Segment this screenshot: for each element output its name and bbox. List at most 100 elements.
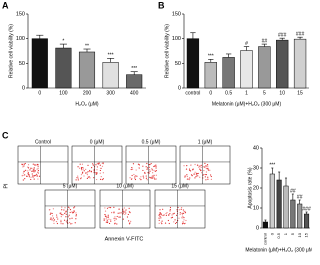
bar — [283, 185, 289, 229]
cell-dot — [87, 176, 89, 178]
cell-dot — [176, 214, 178, 216]
cell-dot — [118, 208, 120, 210]
cell-dot — [166, 212, 168, 214]
cell-dot — [83, 175, 85, 177]
cell-dot — [159, 211, 161, 214]
cell-dot — [151, 176, 153, 178]
cell-dot — [168, 222, 170, 225]
cell-dot — [186, 175, 188, 178]
cell-dot — [119, 216, 121, 218]
cell-dot — [101, 178, 103, 181]
cell-dot — [77, 166, 79, 168]
cell-dot — [77, 175, 79, 177]
significance: ## — [290, 188, 296, 194]
panel-label: B — [158, 0, 165, 10]
cell-dot — [155, 165, 157, 168]
cell-dot — [103, 219, 105, 221]
cell-dot — [36, 163, 39, 166]
cell-dot — [158, 219, 160, 221]
cell-dot — [50, 217, 52, 219]
cell-dot — [184, 176, 186, 178]
cell-dot — [209, 169, 211, 171]
cell-dot — [33, 178, 35, 180]
cell-dot — [201, 172, 203, 174]
cell-dot — [71, 211, 73, 213]
cell-dot — [89, 170, 91, 173]
significance: ## — [262, 38, 268, 44]
cell-dot — [153, 165, 155, 168]
bar — [55, 47, 72, 89]
cell-dot — [51, 219, 53, 221]
cell-dot — [131, 168, 134, 170]
cell-dot — [77, 177, 79, 179]
flow-x-label: Annexin V-FITC — [105, 236, 144, 242]
cell-dot — [130, 220, 132, 222]
cell-dot — [75, 214, 77, 216]
flow-title: Control — [35, 139, 51, 145]
cell-dot — [116, 215, 118, 218]
flow-title: 0 (μM) — [90, 139, 105, 145]
cell-dot — [107, 214, 109, 216]
cell-dot — [73, 207, 75, 209]
cell-dot — [135, 175, 137, 177]
bar — [222, 57, 235, 89]
cell-dot — [34, 174, 36, 176]
cell-dot — [183, 210, 185, 213]
cell-dot — [182, 215, 184, 218]
cell-dot — [180, 207, 183, 209]
cell-dot — [34, 164, 36, 166]
cell-dot — [27, 166, 29, 168]
cell-dot — [204, 162, 206, 165]
cell-dot — [106, 219, 108, 221]
cell-dot — [168, 214, 170, 216]
cell-dot — [67, 206, 70, 208]
cell-dot — [182, 212, 185, 214]
cell-dot — [30, 178, 32, 181]
cell-dot — [169, 206, 172, 209]
cell-dot — [139, 178, 141, 180]
cell-dot — [155, 170, 157, 172]
x-tick-label: 0 — [38, 90, 41, 96]
cell-dot — [189, 170, 192, 172]
cell-dot — [83, 170, 85, 172]
cell-dot — [161, 223, 163, 225]
cell-dot — [35, 175, 37, 177]
cell-dot — [27, 164, 30, 166]
cell-dot — [65, 220, 67, 222]
significance: *** — [108, 53, 114, 59]
cell-dot — [77, 179, 79, 181]
cell-dot — [209, 174, 212, 176]
cell-dot — [79, 163, 81, 165]
cell-dot — [81, 169, 83, 171]
cell-dot — [105, 218, 107, 220]
cell-dot — [70, 223, 72, 225]
cell-dot — [59, 212, 61, 214]
cell-dot — [101, 165, 104, 167]
cell-dot — [80, 178, 82, 180]
cell-dot — [165, 212, 167, 215]
cell-dot — [105, 221, 107, 223]
x-tick-label: 400 — [130, 90, 139, 96]
cell-dot — [172, 213, 174, 215]
cell-dot — [53, 219, 56, 221]
x-tick-label: control — [185, 90, 200, 96]
cell-dot — [49, 218, 52, 220]
cell-dot — [69, 209, 72, 211]
cell-dot — [210, 175, 212, 178]
cell-dot — [144, 172, 146, 174]
cell-dot — [182, 222, 184, 224]
cell-dot — [78, 167, 81, 169]
cell-dot — [30, 167, 32, 169]
flow-plot — [99, 189, 151, 229]
cell-dot — [65, 216, 67, 218]
cell-dot — [204, 176, 206, 178]
cell-dot — [131, 178, 133, 180]
cell-dot — [23, 165, 25, 167]
cell-dot — [158, 222, 160, 224]
cell-dot — [159, 215, 161, 217]
bar — [262, 221, 268, 229]
cell-dot — [186, 174, 188, 176]
bar — [240, 50, 253, 89]
y-tick-label: 0 — [256, 225, 259, 231]
bar — [276, 39, 289, 89]
